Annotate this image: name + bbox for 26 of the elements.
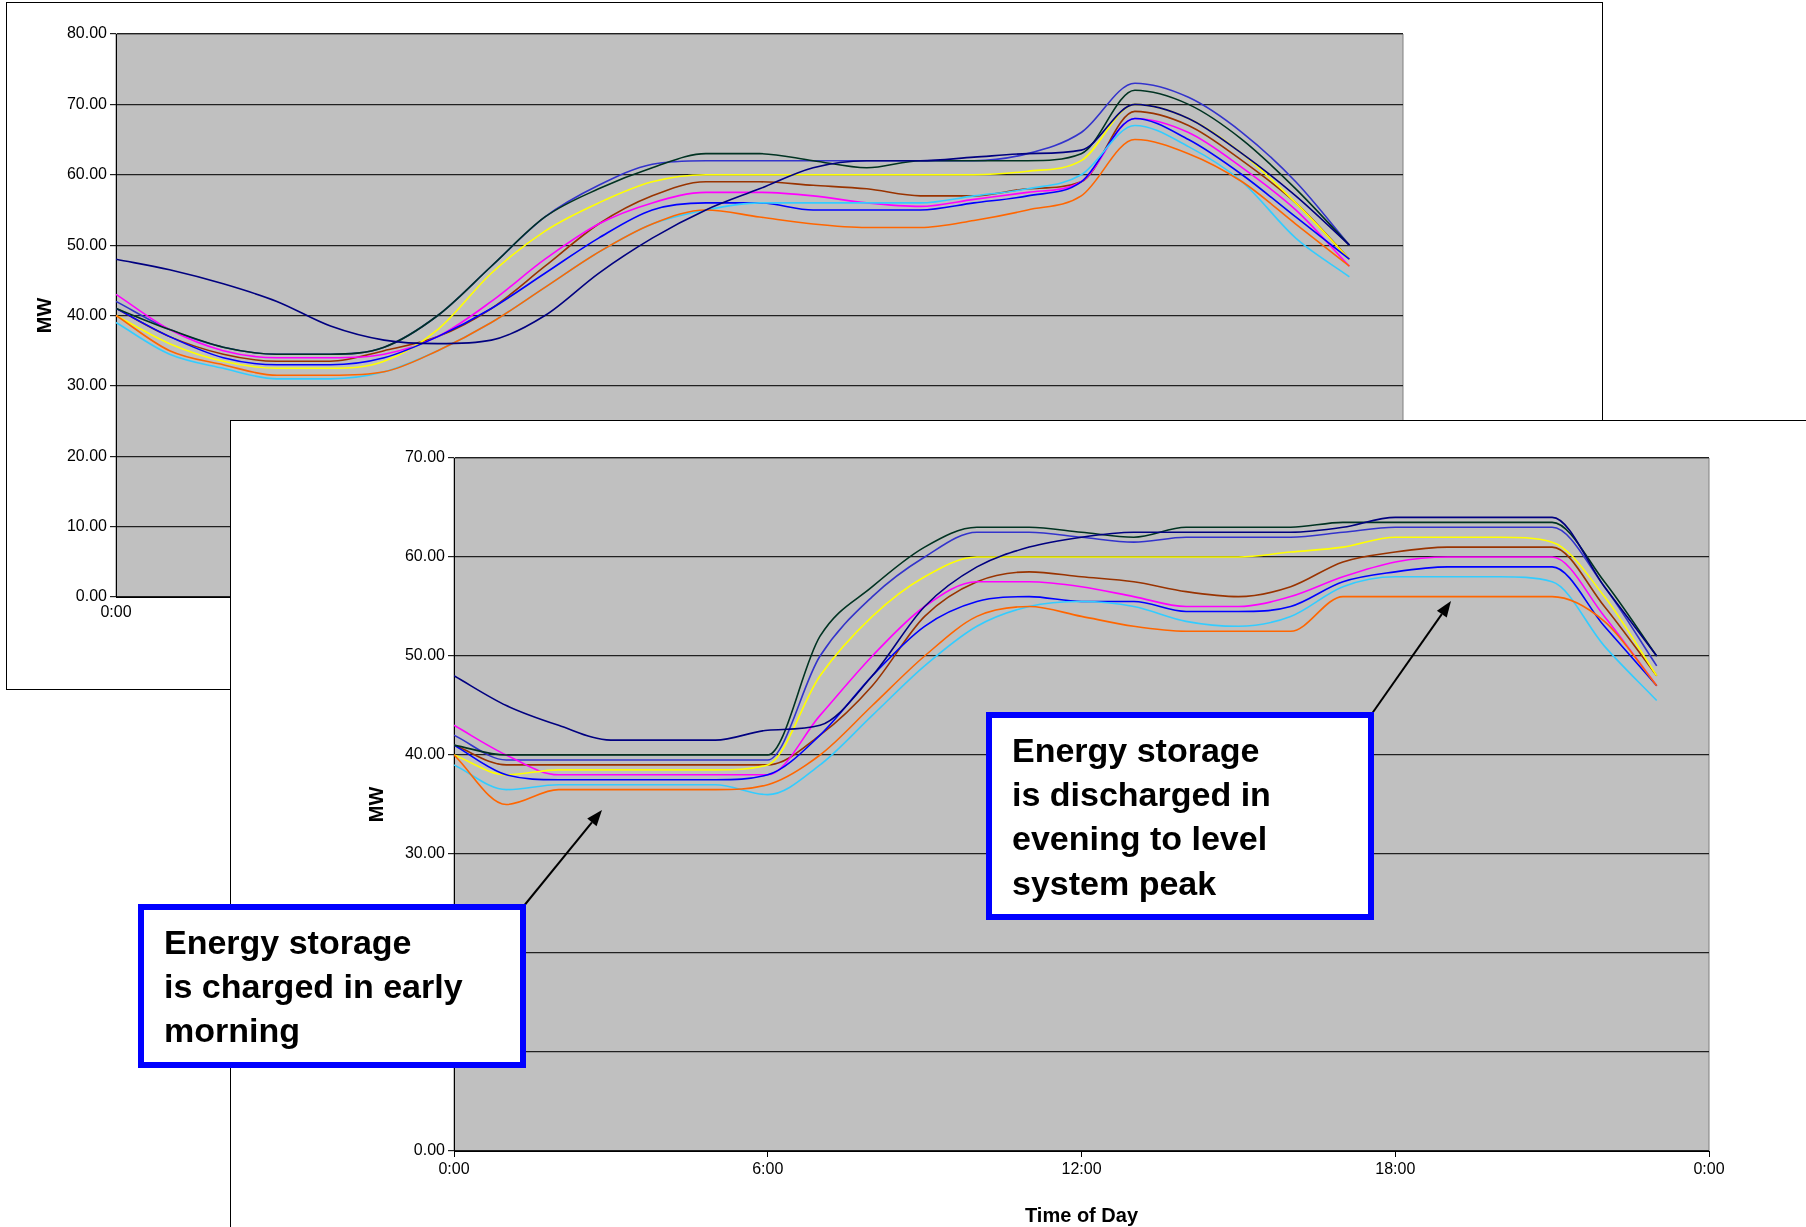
annotation: Energy storage is discharged in evening to level system peak: [1011, 730, 1272, 904]
y-tick-label: 70.00: [404, 448, 446, 466]
y-axis-title: MW: [32, 297, 55, 334]
y-tick-label: 30.00: [404, 844, 446, 862]
y-tick-label: 70.00: [66, 94, 108, 112]
y-tick-label: 20.00: [66, 446, 108, 464]
annotation: Energy storage is charged in early morning: [163, 922, 464, 1052]
x-tick-label: 18:00: [1375, 1160, 1416, 1178]
x-tick-label: 6:00: [752, 1160, 784, 1178]
y-tick-label: 40.00: [404, 745, 446, 763]
y-tick-label: 80.00: [66, 24, 108, 42]
y-tick-label: 50.00: [404, 646, 446, 664]
text: 0:00: [100, 603, 132, 621]
x-tick-label: 0:00: [1693, 1160, 1725, 1178]
y-axis-title: MW: [364, 786, 387, 823]
y-tick-label: 0.00: [75, 587, 108, 605]
y-tick-label: 0.00: [413, 1141, 446, 1159]
x-tick-label: 12:00: [1061, 1160, 1102, 1178]
y-tick-label: 10.00: [66, 517, 108, 535]
y-tick-label: 60.00: [66, 165, 108, 183]
y-tick-label: 50.00: [66, 235, 108, 253]
x-tick-label: 0:00: [438, 1160, 470, 1178]
y-tick-label: 60.00: [404, 547, 446, 565]
y-tick-label: 40.00: [66, 305, 108, 323]
y-tick-label: 30.00: [66, 376, 108, 394]
x-axis-title: Time of Day: [1025, 1203, 1139, 1226]
